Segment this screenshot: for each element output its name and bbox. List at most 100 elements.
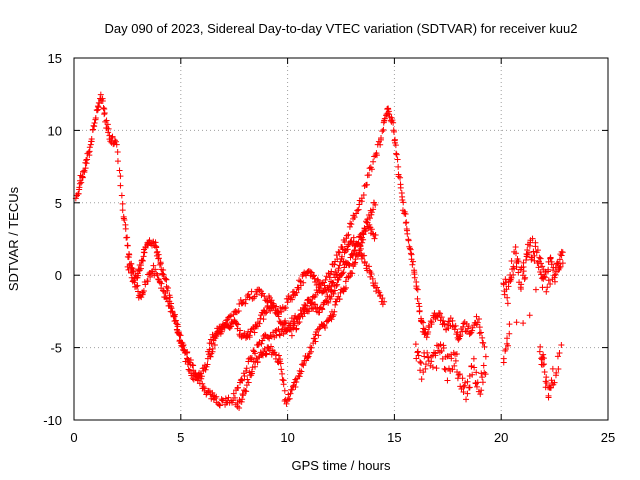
data-point <box>556 349 563 356</box>
data-point <box>236 405 243 412</box>
data-point <box>177 332 184 339</box>
data-point <box>323 318 330 325</box>
data-point <box>279 376 286 383</box>
data-point <box>544 268 551 275</box>
data-point <box>381 298 388 305</box>
data-point <box>449 366 456 373</box>
data-point <box>279 370 286 377</box>
data-point <box>133 283 140 290</box>
data-point <box>540 355 547 362</box>
data-point <box>551 379 558 386</box>
data-point <box>379 301 386 308</box>
data-point <box>260 316 267 323</box>
data-point <box>402 211 409 218</box>
data-point <box>174 323 181 330</box>
data-point <box>335 293 342 300</box>
data-point <box>323 273 330 280</box>
data-point <box>460 320 467 327</box>
data-point <box>308 344 315 351</box>
data-point <box>440 317 447 324</box>
data-point <box>380 126 387 133</box>
data-point <box>428 321 435 328</box>
data-point <box>162 290 169 297</box>
data-point <box>513 319 520 326</box>
data-point <box>275 352 282 359</box>
data-point <box>512 243 519 250</box>
data-point <box>347 220 354 227</box>
data-point <box>532 286 539 293</box>
data-point <box>430 349 437 356</box>
data-point <box>482 371 489 378</box>
data-point <box>464 378 471 385</box>
data-point <box>361 252 368 259</box>
data-point <box>482 353 489 360</box>
data-point <box>441 365 448 372</box>
data-point <box>547 254 554 261</box>
data-point <box>413 283 420 290</box>
data-point <box>532 243 539 250</box>
data-point <box>263 309 270 316</box>
data-point <box>554 260 561 267</box>
data-point <box>330 290 337 297</box>
data-point <box>410 258 417 265</box>
data-point <box>348 221 355 228</box>
data-point <box>411 269 418 276</box>
data-point <box>121 217 128 224</box>
data-point <box>315 277 322 284</box>
data-point <box>373 152 380 159</box>
data-point <box>423 334 430 341</box>
data-point <box>368 270 375 277</box>
data-point <box>226 313 233 320</box>
data-point <box>312 338 319 345</box>
data-point <box>541 361 548 368</box>
data-point <box>154 248 161 255</box>
data-point <box>364 219 371 226</box>
chart-title: Day 090 of 2023, Sidereal Day-to-day VTE… <box>104 21 577 36</box>
data-point <box>389 117 396 124</box>
data-point <box>450 349 457 356</box>
data-point <box>502 347 509 354</box>
data-point <box>292 384 299 391</box>
data-point <box>471 364 478 371</box>
data-point <box>541 369 548 376</box>
data-point <box>178 342 185 349</box>
data-point <box>515 269 522 276</box>
data-point <box>307 344 314 351</box>
data-point <box>355 252 362 259</box>
data-point <box>372 280 379 287</box>
data-point <box>370 158 377 165</box>
data-point <box>547 280 554 287</box>
data-point <box>124 234 131 241</box>
data-point <box>168 303 175 310</box>
data-point <box>333 298 340 305</box>
data-point <box>292 312 299 319</box>
data-point <box>154 272 161 279</box>
data-point <box>420 369 427 376</box>
data-point <box>267 332 274 339</box>
data-point <box>555 365 562 372</box>
data-point <box>476 324 483 331</box>
data-point <box>278 366 285 373</box>
data-point <box>474 379 481 386</box>
data-point <box>501 291 508 298</box>
data-point <box>417 358 424 365</box>
data-point <box>277 360 284 367</box>
data-point <box>282 320 289 327</box>
data-point <box>406 245 413 252</box>
data-point <box>248 370 255 377</box>
data-point <box>373 284 380 291</box>
data-point <box>452 357 459 364</box>
data-point <box>368 209 375 216</box>
data-point <box>122 225 129 232</box>
data-point <box>414 286 421 293</box>
data-point <box>119 207 126 214</box>
data-point <box>322 324 329 331</box>
data-point <box>479 374 486 381</box>
data-point <box>296 373 303 380</box>
data-point <box>342 278 349 285</box>
data-point <box>535 264 542 271</box>
data-point <box>76 184 83 191</box>
data-point <box>353 210 360 217</box>
data-point <box>386 111 393 118</box>
